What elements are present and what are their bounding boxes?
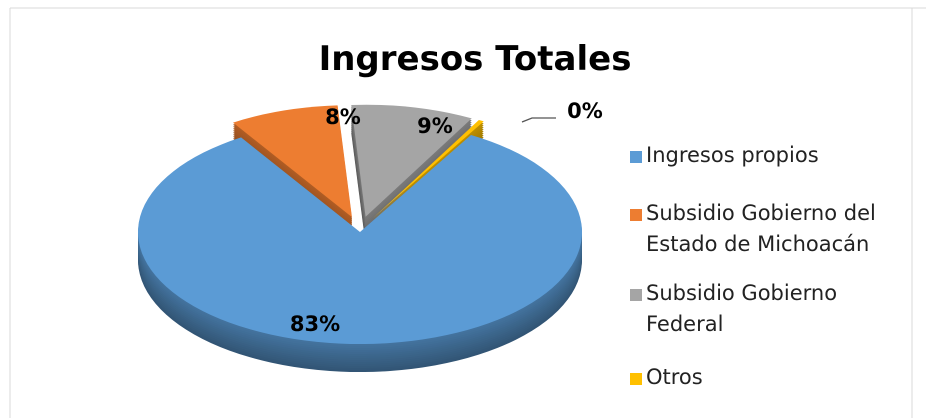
legend-swatch <box>630 151 642 163</box>
slice <box>351 104 472 217</box>
data-label: 83% <box>290 312 340 336</box>
legend-label: Ingresos propios <box>646 143 819 167</box>
legend-item: Subsidio Gobierno Federal <box>630 278 920 340</box>
legend-label: Otros <box>646 365 703 389</box>
legend-label: Subsidio Gobierno Federal <box>646 281 838 336</box>
slice <box>233 105 352 218</box>
slice-side <box>372 122 484 221</box>
legend-label: Subsidio Gobierno del Estado de Michoacá… <box>646 201 876 256</box>
legend-swatch <box>630 289 642 301</box>
leader-line <box>521 117 556 123</box>
legend-swatch <box>630 373 642 385</box>
data-label: 8% <box>325 105 361 129</box>
slice <box>137 135 582 344</box>
legend-item: Otros <box>630 362 920 393</box>
chart-title: Ingresos Totales <box>319 39 632 79</box>
legend-item: Subsidio Gobierno del Estado de Michoacá… <box>630 198 920 260</box>
data-label: 9% <box>417 114 453 138</box>
slice <box>372 120 484 219</box>
data-label: 0% <box>567 99 603 123</box>
legend-swatch <box>630 209 642 221</box>
legend-item: Ingresos propios <box>630 140 920 171</box>
